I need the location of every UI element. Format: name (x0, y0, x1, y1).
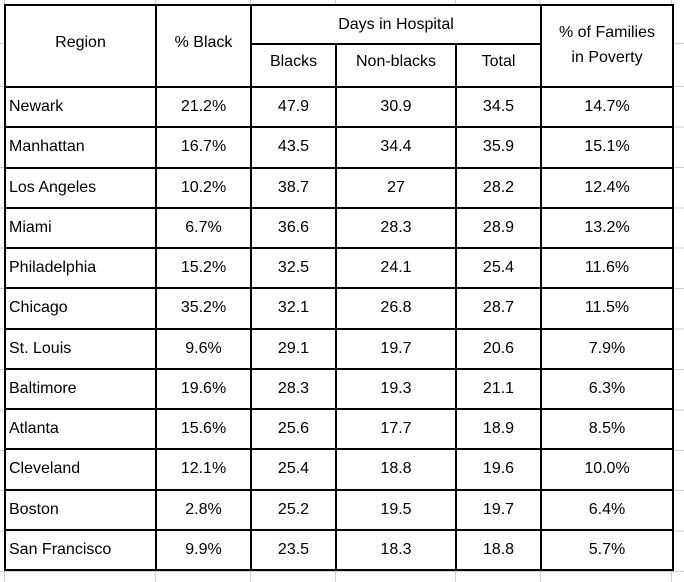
poverty-cell[interactable]: 6.4% (540, 488, 674, 531)
poverty-cell[interactable]: 11.6% (540, 246, 674, 290)
total-days-cell[interactable]: 18.9 (455, 407, 542, 451)
poverty-cell[interactable]: 13.2% (540, 206, 674, 250)
non-blacks-days-cell[interactable]: 18.3 (335, 528, 457, 572)
poverty-cell[interactable]: 6.3% (540, 367, 674, 411)
non-blacks-days-cell[interactable]: 19.5 (335, 488, 457, 531)
blacks-days-cell[interactable]: 25.6 (250, 407, 337, 451)
region-cell[interactable]: Cleveland (4, 448, 157, 491)
pct-black-cell[interactable]: 2.8% (155, 488, 252, 531)
table-row: San Francisco 9.9% 23.5 18.3 18.8 5.7% (4, 528, 674, 572)
region-cell[interactable]: Los Angeles (4, 166, 157, 209)
table-row: Atlanta 15.6% 25.6 17.7 18.9 8.5% (4, 407, 674, 451)
table-row: Manhattan 16.7% 43.5 34.4 35.9 15.1% (4, 126, 674, 169)
non-blacks-days-cell[interactable]: 26.8 (335, 287, 457, 330)
table-row: Los Angeles 10.2% 38.7 27 28.2 12.4% (4, 166, 674, 209)
blacks-days-cell[interactable]: 29.1 (250, 327, 337, 370)
non-blacks-days-cell[interactable]: 28.3 (335, 206, 457, 250)
region-cell[interactable]: San Francisco (4, 528, 157, 572)
pct-black-cell[interactable]: 6.7% (155, 206, 252, 250)
poverty-cell[interactable]: 14.7% (540, 85, 674, 129)
blacks-days-cell[interactable]: 38.7 (250, 166, 337, 209)
pct-black-cell[interactable]: 21.2% (155, 85, 252, 129)
poverty-cell[interactable]: 8.5% (540, 407, 674, 451)
blacks-days-cell[interactable]: 25.2 (250, 488, 337, 531)
blacks-days-cell[interactable]: 32.1 (250, 287, 337, 330)
pct-black-cell[interactable]: 16.7% (155, 126, 252, 169)
non-blacks-days-cell[interactable]: 24.1 (335, 246, 457, 290)
poverty-cell[interactable]: 11.5% (540, 287, 674, 330)
total-days-cell[interactable]: 25.4 (455, 246, 542, 290)
region-cell[interactable]: Miami (4, 206, 157, 250)
poverty-cell[interactable]: 5.7% (540, 528, 674, 572)
poverty-header-line2: in Poverty (571, 49, 643, 66)
region-cell[interactable]: Philadelphia (4, 246, 157, 290)
total-days-cell[interactable]: 19.7 (455, 488, 542, 531)
pct-black-cell[interactable]: 15.2% (155, 246, 252, 290)
region-cell[interactable]: Baltimore (4, 367, 157, 411)
blacks-days-cell[interactable]: 36.6 (250, 206, 337, 250)
header-row-group: Region % Black Days in Hospital % of Fam… (4, 4, 674, 88)
non-blacks-days-cell[interactable]: 27 (335, 166, 457, 209)
total-days-cell[interactable]: 28.9 (455, 206, 542, 250)
blacks-days-cell[interactable]: 23.5 (250, 528, 337, 572)
table-row: Boston 2.8% 25.2 19.5 19.7 6.4% (4, 488, 674, 531)
pct-black-cell[interactable]: 35.2% (155, 287, 252, 330)
poverty-cell[interactable]: 15.1% (540, 126, 674, 169)
table-row: Miami 6.7% 36.6 28.3 28.9 13.2% (4, 206, 674, 250)
table-row: Philadelphia 15.2% 32.5 24.1 25.4 11.6% (4, 246, 674, 290)
pct-black-cell[interactable]: 10.2% (155, 166, 252, 209)
blacks-days-cell[interactable]: 25.4 (250, 448, 337, 491)
total-days-cell[interactable]: 34.5 (455, 85, 542, 129)
col-header-non-blacks[interactable]: Non-blacks (335, 43, 457, 88)
table-row: Cleveland 12.1% 25.4 18.8 19.6 10.0% (4, 448, 674, 491)
pct-black-cell[interactable]: 9.6% (155, 327, 252, 370)
non-blacks-days-cell[interactable]: 17.7 (335, 407, 457, 451)
col-header-region[interactable]: Region (4, 4, 157, 88)
col-header-total[interactable]: Total (455, 43, 542, 88)
poverty-cell[interactable]: 12.4% (540, 166, 674, 209)
pct-black-cell[interactable]: 9.9% (155, 528, 252, 572)
table-row: St. Louis 9.6% 29.1 19.7 20.6 7.9% (4, 327, 674, 370)
table-row: Baltimore 19.6% 28.3 19.3 21.1 6.3% (4, 367, 674, 411)
non-blacks-days-cell[interactable]: 19.7 (335, 327, 457, 370)
total-days-cell[interactable]: 20.6 (455, 327, 542, 370)
non-blacks-days-cell[interactable]: 34.4 (335, 126, 457, 169)
region-cell[interactable]: Boston (4, 488, 157, 531)
non-blacks-days-cell[interactable]: 19.3 (335, 367, 457, 411)
total-days-cell[interactable]: 21.1 (455, 367, 542, 411)
blacks-days-cell[interactable]: 28.3 (250, 367, 337, 411)
total-days-cell[interactable]: 28.7 (455, 287, 542, 330)
non-blacks-days-cell[interactable]: 30.9 (335, 85, 457, 129)
col-header-poverty[interactable]: % of Families in Poverty (540, 4, 674, 88)
total-days-cell[interactable]: 28.2 (455, 166, 542, 209)
blacks-days-cell[interactable]: 47.9 (250, 85, 337, 129)
col-group-header-days-in-hospital[interactable]: Days in Hospital (250, 4, 542, 45)
pct-black-cell[interactable]: 12.1% (155, 448, 252, 491)
region-cell[interactable]: St. Louis (4, 327, 157, 370)
total-days-cell[interactable]: 18.8 (455, 528, 542, 572)
region-cell[interactable]: Chicago (4, 287, 157, 330)
region-cell[interactable]: Newark (4, 85, 157, 129)
col-header-pct-black[interactable]: % Black (155, 4, 252, 88)
region-cell[interactable]: Manhattan (4, 126, 157, 169)
table-row: Newark 21.2% 47.9 30.9 34.5 14.7% (4, 85, 674, 129)
non-blacks-days-cell[interactable]: 18.8 (335, 448, 457, 491)
region-cell[interactable]: Atlanta (4, 407, 157, 451)
total-days-cell[interactable]: 35.9 (455, 126, 542, 169)
hospital-days-by-region-table: Region % Black Days in Hospital % of Fam… (4, 4, 674, 572)
col-header-blacks[interactable]: Blacks (250, 43, 337, 88)
poverty-cell[interactable]: 7.9% (540, 327, 674, 370)
blacks-days-cell[interactable]: 32.5 (250, 246, 337, 290)
pct-black-cell[interactable]: 19.6% (155, 367, 252, 411)
pct-black-cell[interactable]: 15.6% (155, 407, 252, 451)
blacks-days-cell[interactable]: 43.5 (250, 126, 337, 169)
total-days-cell[interactable]: 19.6 (455, 448, 542, 491)
poverty-cell[interactable]: 10.0% (540, 448, 674, 491)
header-row-sub: Blacks Non-blacks Total (5, 43, 673, 88)
table-row: Chicago 35.2% 32.1 26.8 28.7 11.5% (4, 287, 674, 330)
poverty-header-line1: % of Families (558, 24, 656, 42)
